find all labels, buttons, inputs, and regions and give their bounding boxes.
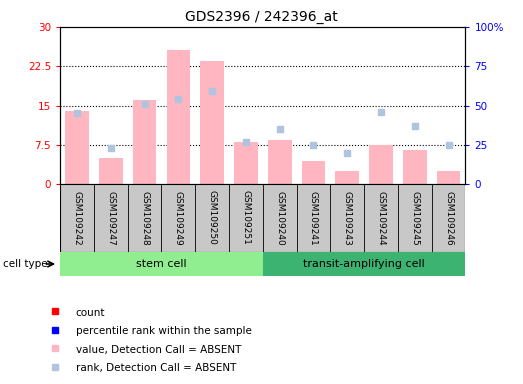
Bar: [403, 150, 427, 184]
Text: GSM109248: GSM109248: [140, 190, 149, 245]
Text: stem cell: stem cell: [136, 259, 187, 269]
Bar: [437, 171, 460, 184]
Bar: [99, 158, 122, 184]
Text: transit-amplifying cell: transit-amplifying cell: [303, 259, 425, 269]
Text: cell type: cell type: [3, 259, 47, 269]
Point: [208, 88, 217, 94]
Bar: [263, 252, 465, 276]
Text: GSM109243: GSM109243: [343, 190, 352, 245]
Bar: [200, 61, 224, 184]
Text: value, Detection Call = ABSENT: value, Detection Call = ABSENT: [76, 345, 241, 355]
Bar: [268, 140, 291, 184]
Text: count: count: [76, 308, 105, 318]
Bar: [65, 111, 89, 184]
Text: rank, Detection Call = ABSENT: rank, Detection Call = ABSENT: [76, 363, 236, 373]
Bar: [166, 50, 190, 184]
Text: GSM109244: GSM109244: [377, 190, 385, 245]
Text: GSM109251: GSM109251: [242, 190, 251, 245]
Text: GSM109246: GSM109246: [444, 190, 453, 245]
Point: [377, 109, 385, 115]
Point: [242, 139, 250, 145]
Text: GSM109249: GSM109249: [174, 190, 183, 245]
Point: [411, 123, 419, 129]
Text: GSM109241: GSM109241: [309, 190, 318, 245]
Bar: [60, 252, 263, 276]
Point: [107, 145, 115, 151]
Text: GSM109247: GSM109247: [106, 190, 115, 245]
Point: [343, 150, 351, 156]
Text: percentile rank within the sample: percentile rank within the sample: [76, 326, 252, 336]
Text: GSM109250: GSM109250: [208, 190, 217, 245]
Text: GSM109242: GSM109242: [73, 190, 82, 245]
Text: GSM109245: GSM109245: [411, 190, 419, 245]
Bar: [335, 171, 359, 184]
Bar: [234, 142, 258, 184]
Point: [73, 111, 81, 117]
Point: [445, 142, 453, 148]
Bar: [133, 100, 156, 184]
Text: GDS2396 / 242396_at: GDS2396 / 242396_at: [185, 10, 338, 23]
Bar: [369, 145, 393, 184]
Point: [276, 126, 284, 132]
Point: [309, 142, 317, 148]
Point: [174, 96, 183, 103]
Point: [140, 101, 149, 107]
Bar: [302, 161, 325, 184]
Text: GSM109240: GSM109240: [275, 190, 284, 245]
